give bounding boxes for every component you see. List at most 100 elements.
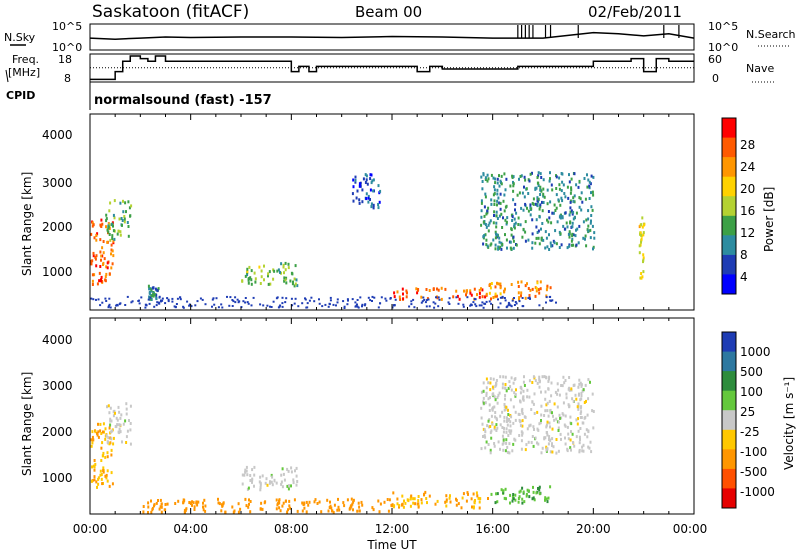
power-cell bbox=[485, 225, 488, 229]
power-cell bbox=[179, 296, 181, 299]
velocity-cell bbox=[590, 450, 593, 454]
velocity-cell bbox=[521, 433, 524, 437]
power-cell bbox=[267, 274, 269, 278]
velocity-cell bbox=[580, 410, 583, 414]
velocity-cell bbox=[241, 473, 244, 477]
power-cell bbox=[405, 295, 408, 299]
velocity-cell bbox=[549, 408, 552, 412]
velocity-cell bbox=[151, 506, 154, 510]
power-cell bbox=[182, 305, 185, 308]
power-cell bbox=[542, 238, 545, 242]
power-cell bbox=[108, 272, 111, 276]
velocity-cell bbox=[204, 509, 207, 513]
power-cell bbox=[496, 233, 499, 237]
velocity-cell bbox=[396, 497, 399, 501]
power-cell bbox=[489, 282, 492, 286]
velocity-cell bbox=[508, 380, 511, 384]
velocity-cell bbox=[357, 501, 360, 505]
power-cell bbox=[469, 289, 472, 293]
power-cell bbox=[490, 282, 493, 285]
velocity-cell bbox=[445, 498, 448, 502]
power-cell bbox=[568, 213, 571, 217]
power-cell bbox=[505, 222, 508, 226]
velocity-cell bbox=[507, 408, 509, 412]
velocity-cell bbox=[504, 394, 507, 397]
power-cell bbox=[537, 288, 540, 292]
power-cell bbox=[440, 297, 443, 301]
power-cell bbox=[640, 233, 643, 237]
power-cell bbox=[354, 179, 357, 182]
velocity-cell bbox=[566, 447, 569, 451]
velocity-cell bbox=[545, 425, 548, 429]
power-cell bbox=[93, 273, 96, 277]
velocity-cell bbox=[523, 500, 526, 504]
velocity-cell bbox=[555, 417, 558, 421]
power-cell bbox=[434, 302, 437, 305]
velocity-cell bbox=[414, 502, 417, 506]
velocity-cell bbox=[183, 498, 186, 502]
velocity-cell bbox=[497, 440, 500, 444]
power-cell bbox=[462, 305, 465, 308]
power-cell bbox=[486, 211, 489, 215]
velocity-cell bbox=[521, 501, 524, 505]
power-cell bbox=[542, 194, 545, 198]
power-cell bbox=[497, 196, 500, 200]
power-cell bbox=[417, 288, 420, 291]
velocity-cell bbox=[501, 382, 504, 386]
velocity-cell bbox=[197, 500, 200, 504]
power-cell bbox=[290, 271, 293, 275]
velocity-cell bbox=[217, 497, 219, 501]
velocity-cell bbox=[523, 384, 526, 387]
velocity-cell bbox=[94, 462, 97, 466]
power-cell bbox=[509, 240, 512, 244]
power-cell bbox=[364, 173, 367, 177]
power-cell bbox=[638, 244, 641, 248]
power-cell bbox=[528, 296, 531, 299]
velocity-cell bbox=[378, 510, 381, 514]
velocity-cell bbox=[94, 430, 97, 434]
power-cell bbox=[573, 200, 576, 204]
power-cell bbox=[285, 297, 288, 300]
power-cell bbox=[428, 305, 431, 308]
power-cell bbox=[260, 275, 263, 279]
power-cell bbox=[112, 213, 115, 217]
power-cell bbox=[97, 298, 100, 301]
velocity-cell bbox=[520, 439, 523, 443]
power-cell bbox=[113, 216, 116, 220]
velocity-cell bbox=[283, 478, 286, 482]
velocity-cell bbox=[383, 500, 386, 504]
power-cell bbox=[105, 217, 108, 221]
velocity-cell bbox=[544, 496, 547, 500]
velocity-cell bbox=[495, 492, 498, 496]
velocity-cell bbox=[517, 500, 520, 504]
power-cell bbox=[402, 297, 405, 301]
velocity-cell bbox=[259, 486, 262, 490]
power-cell bbox=[247, 302, 250, 305]
velocity-cell bbox=[259, 475, 262, 479]
velocity-cell bbox=[557, 420, 560, 424]
velocity-cell bbox=[515, 388, 517, 392]
power-cell bbox=[518, 300, 521, 303]
velocity-cell bbox=[104, 474, 107, 478]
velocity-cell bbox=[519, 391, 522, 395]
power-cell bbox=[369, 198, 371, 201]
power-cell bbox=[536, 176, 539, 179]
power-cell bbox=[512, 184, 515, 188]
power-cell bbox=[352, 199, 355, 203]
velocity-cell bbox=[539, 379, 541, 383]
power-cell bbox=[510, 233, 513, 237]
velocity-cell bbox=[536, 410, 539, 414]
velocity-cell bbox=[532, 485, 534, 489]
power-cell bbox=[583, 177, 586, 180]
power-cell bbox=[466, 296, 469, 299]
power-cell bbox=[106, 266, 109, 270]
velocity-cell bbox=[546, 409, 549, 413]
power-cell bbox=[138, 302, 141, 305]
power-cell bbox=[543, 195, 546, 199]
power-cell bbox=[420, 295, 423, 299]
power-cell bbox=[563, 227, 566, 231]
velocity-cell bbox=[326, 498, 329, 502]
time-tick-2: 08:00 bbox=[274, 522, 309, 536]
velocity-cell bbox=[243, 473, 246, 477]
power-cell bbox=[211, 298, 214, 301]
